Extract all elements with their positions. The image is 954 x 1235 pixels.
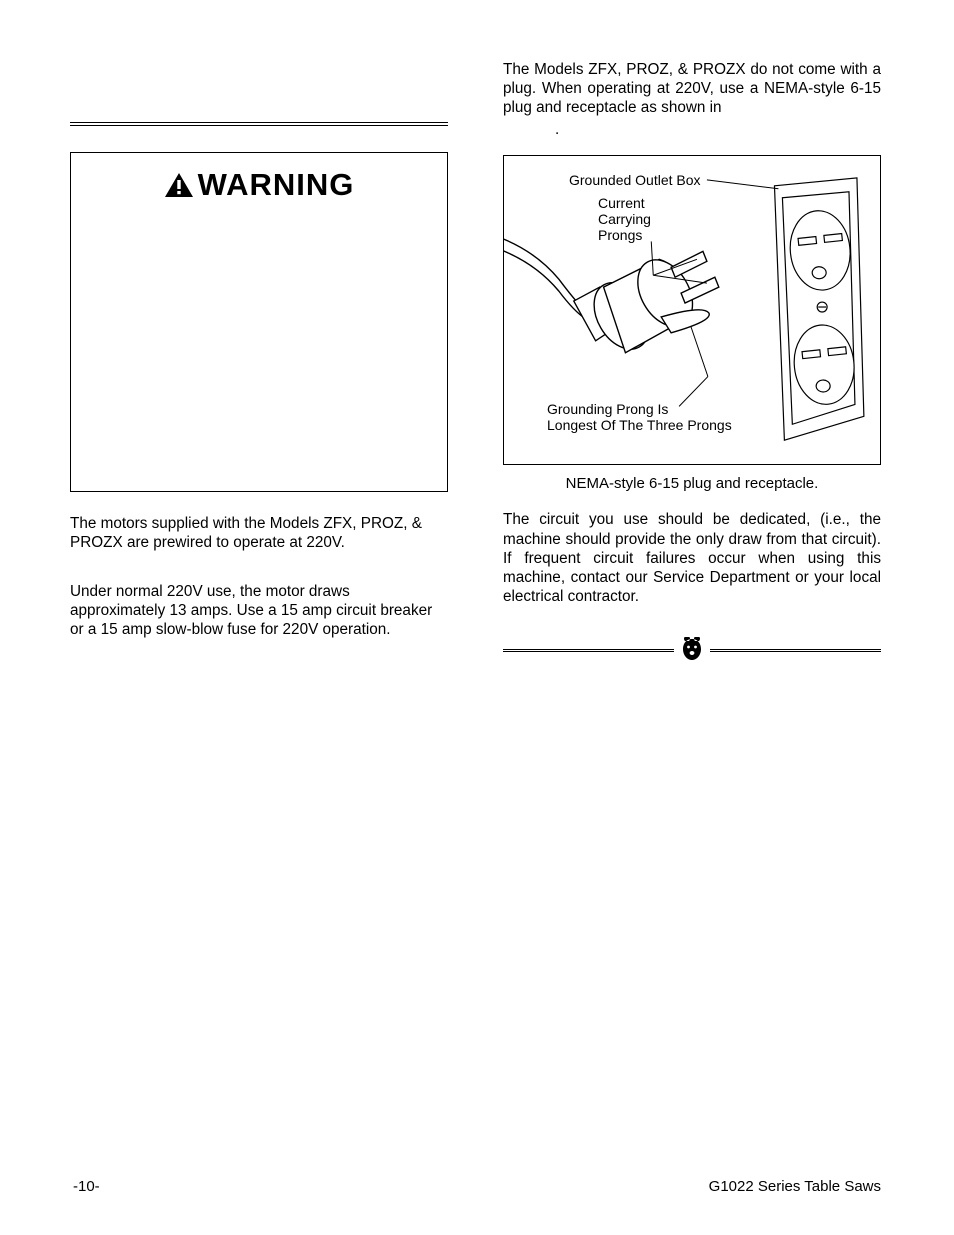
- label-current-carrying-l2: Carrying: [598, 212, 651, 227]
- label-outlet: Grounded Outlet Box: [569, 173, 701, 188]
- warning-box: WARNING: [70, 152, 448, 492]
- label-current-carrying-l1: Current: [598, 196, 645, 211]
- paragraph-circuit: The circuit you use should be dedicated,…: [503, 510, 881, 606]
- bear-divider: [503, 636, 881, 662]
- paragraph-motors: The motors supplied with the Models ZFX,…: [70, 514, 448, 552]
- paragraph-intro: The Models ZFX, PROZ, & PROZX do not com…: [503, 60, 881, 117]
- divider-rule: [503, 649, 674, 652]
- page-footer: -10- G1022 Series Table Saws: [73, 1178, 881, 1195]
- paragraph-amps: Under normal 220V use, the motor draws a…: [70, 582, 448, 639]
- page-number: -10-: [73, 1178, 100, 1195]
- warning-triangle-icon: [164, 172, 194, 198]
- left-column: WARNING The motors supplied with the Mod…: [70, 60, 448, 662]
- two-column-layout: WARNING The motors supplied with the Mod…: [70, 60, 884, 662]
- intro-trailing-period: .: [503, 120, 881, 139]
- label-grounding-l2: Longest Of The Three Prongs: [547, 418, 732, 433]
- divider-rule: [70, 125, 448, 126]
- bear-icon: [681, 637, 703, 661]
- warning-header: WARNING: [87, 167, 431, 203]
- document-title: G1022 Series Table Saws: [709, 1178, 881, 1195]
- figure-nema-plug: Grounded Outlet Box Current Carrying Pro…: [503, 155, 881, 465]
- manual-page: WARNING The motors supplied with the Mod…: [0, 0, 954, 1235]
- label-grounding-l1: Grounding Prong Is: [547, 402, 668, 417]
- divider-rule: [70, 122, 448, 123]
- right-column: The Models ZFX, PROZ, & PROZX do not com…: [503, 60, 881, 662]
- divider-rule: [710, 649, 881, 652]
- figure-caption: NEMA-style 6-15 plug and receptacle.: [503, 475, 881, 492]
- warning-label: WARNING: [198, 167, 355, 203]
- label-current-carrying-l3: Prongs: [598, 228, 642, 243]
